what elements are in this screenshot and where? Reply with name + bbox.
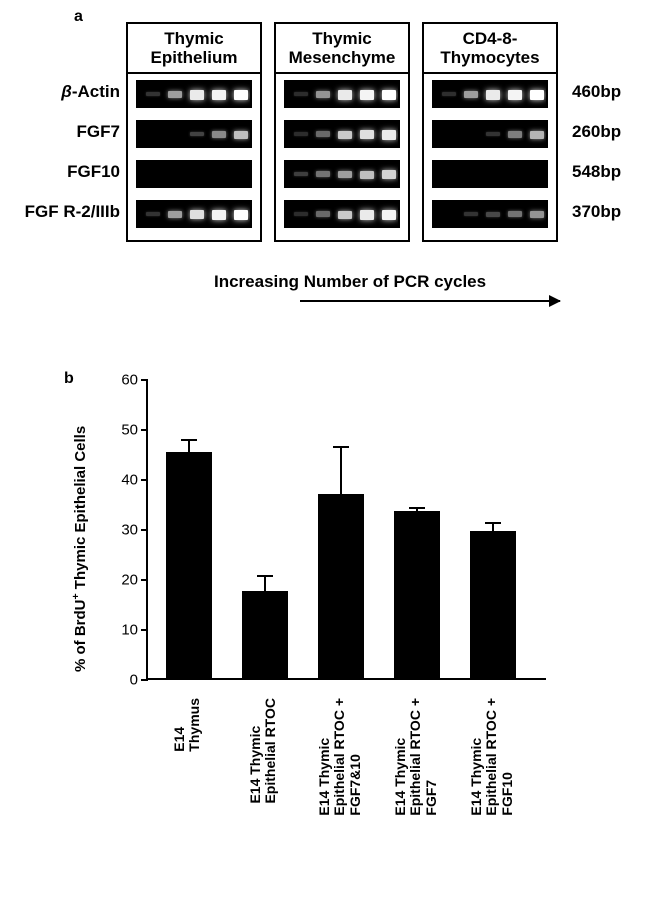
y-tick-label: 0 xyxy=(130,672,138,689)
bp-size-label: 548bp xyxy=(572,162,621,182)
chart-wrap: % of BrdU+ Thymic Epithelial Cells010203… xyxy=(108,380,588,900)
gel-lane-strip xyxy=(284,120,400,148)
gel-column: Thymic Mesenchyme xyxy=(274,22,410,242)
bar xyxy=(318,494,364,678)
bar xyxy=(470,531,516,679)
gel-lane-strip xyxy=(284,80,400,108)
x-category-label: E14 ThymicEpithelial RTOC +FGF10 xyxy=(469,698,515,816)
gel-lane-strip xyxy=(136,160,252,188)
arrow-caption: Increasing Number of PCR cycles xyxy=(214,272,486,292)
gel-row-label: FGF R-2/IIIb xyxy=(0,202,120,222)
bar xyxy=(166,452,212,678)
panel-b-label: b xyxy=(64,370,74,388)
gel-column: Thymic Epithelium xyxy=(126,22,262,242)
gel-column-header: CD4-8- Thymocytes xyxy=(424,24,556,74)
gel-column-header: Thymic Mesenchyme xyxy=(276,24,408,74)
gel-row-label: FGF10 xyxy=(0,162,120,182)
y-tick-label: 20 xyxy=(121,572,138,589)
gel-lane-strip xyxy=(284,160,400,188)
gel-lane-strip xyxy=(284,200,400,228)
gel-lane-strip xyxy=(432,200,548,228)
arrow xyxy=(300,300,560,302)
gel-column-header: Thymic Epithelium xyxy=(128,24,260,74)
y-axis-label: % of BrdU+ Thymic Epithelial Cells xyxy=(70,426,89,672)
gel-lane-strip xyxy=(136,200,252,228)
x-category-label: E14 ThymicEpithelial RTOC +FGF7&10 xyxy=(317,698,363,816)
gel-lane-strip xyxy=(432,120,548,148)
gel-row-label: β-Actin xyxy=(0,82,120,102)
y-tick-label: 30 xyxy=(121,522,138,539)
x-category-label: E14 ThymicEpithelial RTOC +FGF7 xyxy=(393,698,439,816)
gel-column: CD4-8- Thymocytes xyxy=(422,22,558,242)
bp-size-label: 460bp xyxy=(572,82,621,102)
bp-size-label: 260bp xyxy=(572,122,621,142)
y-tick-label: 10 xyxy=(121,622,138,639)
bar xyxy=(394,511,440,679)
x-category-label: E14Thymus xyxy=(172,698,203,752)
x-category-label: E14 ThymicEpithelial RTOC xyxy=(248,698,279,804)
gel-row-label: FGF7 xyxy=(0,122,120,142)
gel-lane-strip xyxy=(432,80,548,108)
bar-chart: % of BrdU+ Thymic Epithelial Cells010203… xyxy=(108,380,588,900)
y-tick-label: 40 xyxy=(121,472,138,489)
bp-size-label: 370bp xyxy=(572,202,621,222)
gel-lane-strip xyxy=(432,160,548,188)
plot-area: 0102030405060 xyxy=(146,380,546,680)
gel-lane-strip xyxy=(136,120,252,148)
gel-lane-strip xyxy=(136,80,252,108)
y-tick-label: 60 xyxy=(121,372,138,389)
panel-a-label: a xyxy=(74,8,83,26)
bar xyxy=(242,591,288,679)
y-tick-label: 50 xyxy=(121,422,138,439)
